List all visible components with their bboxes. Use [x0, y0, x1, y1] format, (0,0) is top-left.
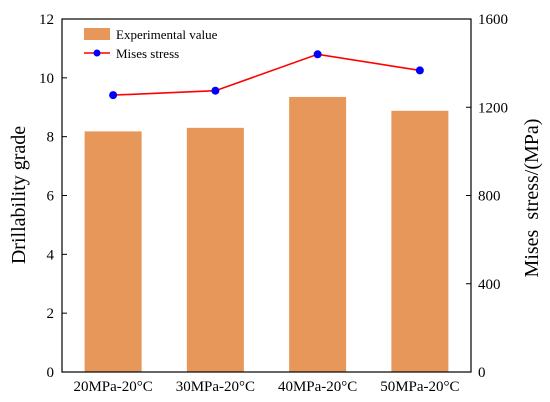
x-tick-label: 50MPa-20°C — [380, 379, 459, 395]
y-tick-label: 10 — [39, 71, 54, 87]
y-tick-label: 0 — [47, 365, 55, 381]
legend: Experimental value Mises stress — [84, 27, 218, 61]
y-tick-label: 8 — [47, 130, 55, 146]
y2-tick-label: 1600 — [478, 12, 508, 28]
y-axis-title: Drillability grade — [8, 126, 30, 264]
ticks-layer: 0 2 4 6 8 10 12 0 400 800 1200 1600 20MPa-20°C 30MPa-… — [39, 12, 508, 395]
mises-stress-point-3 — [313, 50, 322, 59]
y-tick-label: 2 — [47, 306, 55, 322]
legend-line-label: Mises stress — [116, 46, 179, 61]
x-tick-label: 40MPa-20°C — [278, 379, 357, 395]
mises-stress-line — [113, 53, 420, 96]
y2-tick-label: 1200 — [478, 100, 508, 116]
mises-stress-point-4 — [415, 66, 424, 75]
y-tick-label: 4 — [47, 247, 55, 263]
legend-bar-label: Experimental value — [116, 27, 218, 42]
bar-4 — [391, 110, 449, 372]
bar-1 — [84, 131, 142, 372]
line-layer — [109, 50, 424, 100]
bar-2 — [186, 127, 244, 372]
y2-tick-label: 800 — [478, 189, 501, 205]
x-tick-label: 20MPa-20°C — [73, 379, 152, 395]
bar-3 — [289, 96, 347, 373]
mises-stress-point-1 — [109, 91, 118, 100]
y-tick-label: 6 — [47, 189, 55, 205]
mises-stress-point-2 — [211, 86, 220, 95]
x-tick-label: 30MPa-20°C — [176, 379, 255, 395]
bars-layer — [84, 96, 449, 373]
legend-line-marker — [93, 49, 101, 57]
legend-bar-swatch — [84, 28, 110, 40]
y-tick-label: 12 — [39, 12, 54, 28]
y2-tick-label: 0 — [478, 365, 486, 381]
y2-tick-label: 400 — [478, 277, 501, 293]
y2-axis-title: Mises stress/(MPa) — [521, 119, 543, 278]
